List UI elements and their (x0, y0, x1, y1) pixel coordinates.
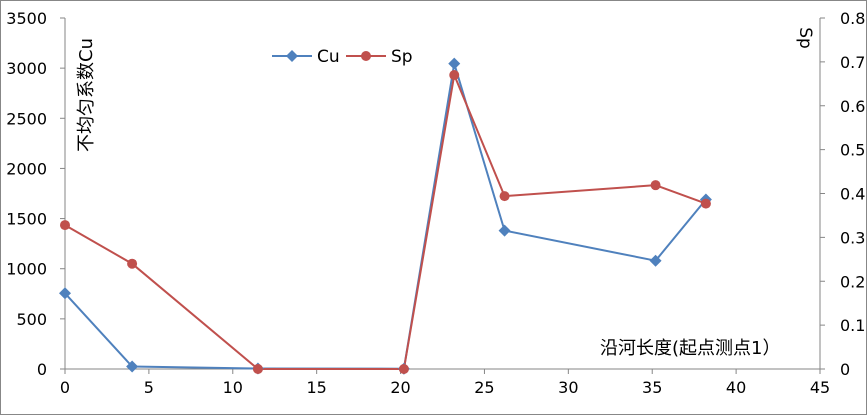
y-right-tick-label: 0.1 (840, 316, 865, 335)
x-axis-label: 沿河长度(起点测点1） (600, 338, 780, 359)
x-tick-label: 40 (726, 378, 746, 397)
x-tick-label: 20 (390, 378, 410, 397)
data-point-sp (60, 220, 70, 231)
y-right-tick-label: 0.4 (840, 185, 865, 204)
x-tick-label: 5 (144, 378, 154, 397)
y-axis-left-label: 不均匀系数Cu (76, 38, 97, 152)
y-right-tick-label: 0 (840, 360, 850, 379)
data-point-sp (252, 364, 263, 374)
x-tick-label: 15 (306, 378, 326, 397)
x-tick-label: 45 (810, 378, 830, 397)
tick-labels: 0 5 10 15 20 25 30 35 40 45 0 500 1000 1500 2000 2500 30… (6, 9, 865, 397)
y-right-tick-label: 0.3 (840, 228, 865, 247)
y-left-tick-label: 3500 (6, 9, 47, 28)
legend-entry-cu: Cu (272, 47, 340, 67)
y-left-tick-label: 2500 (6, 109, 47, 128)
y-axis-right-label: Sp (795, 27, 815, 49)
series-markers (59, 57, 712, 375)
data-point-sp (700, 198, 711, 209)
series-lines (64, 62, 707, 370)
legend-label-sp: Sp (391, 47, 413, 67)
legend: Cu Sp (272, 47, 413, 67)
data-point-cu (649, 254, 662, 267)
y-left-tick-label: 500 (16, 310, 47, 329)
y-left-tick-label: 3000 (6, 59, 47, 78)
data-point-cu (126, 360, 139, 373)
data-point-sp (127, 258, 138, 269)
data-point-cu (448, 57, 461, 70)
y-right-tick-label: 0.8 (840, 9, 865, 28)
y-left-tick-label: 1500 (6, 210, 47, 229)
y-left-tick-label: 0 (37, 360, 47, 379)
axes (60, 17, 825, 374)
data-point-sp (499, 191, 510, 202)
y-right-tick-label: 0.6 (840, 97, 865, 116)
y-left-tick-label: 1000 (6, 260, 47, 279)
data-point-sp (650, 180, 661, 191)
data-point-cu (498, 224, 511, 237)
x-tick-label: 10 (223, 378, 243, 397)
legend-label-cu: Cu (317, 47, 340, 67)
y-right-tick-label: 0.7 (840, 53, 865, 72)
series-line-cu (64, 62, 707, 370)
y-right-tick-label: 0.2 (840, 272, 865, 291)
x-tick-label: 35 (642, 378, 662, 397)
series-line-sp (64, 74, 707, 370)
data-point-cu (59, 287, 71, 300)
x-tick-label: 30 (558, 378, 578, 397)
data-point-sp (398, 364, 409, 374)
x-tick-label: 25 (474, 378, 494, 397)
data-point-sp (449, 70, 460, 81)
legend-entry-sp: Sp (346, 47, 413, 67)
y-right-tick-label: 0.5 (840, 141, 865, 160)
y-left-tick-label: 2000 (6, 159, 47, 178)
x-tick-label: 0 (60, 378, 70, 397)
